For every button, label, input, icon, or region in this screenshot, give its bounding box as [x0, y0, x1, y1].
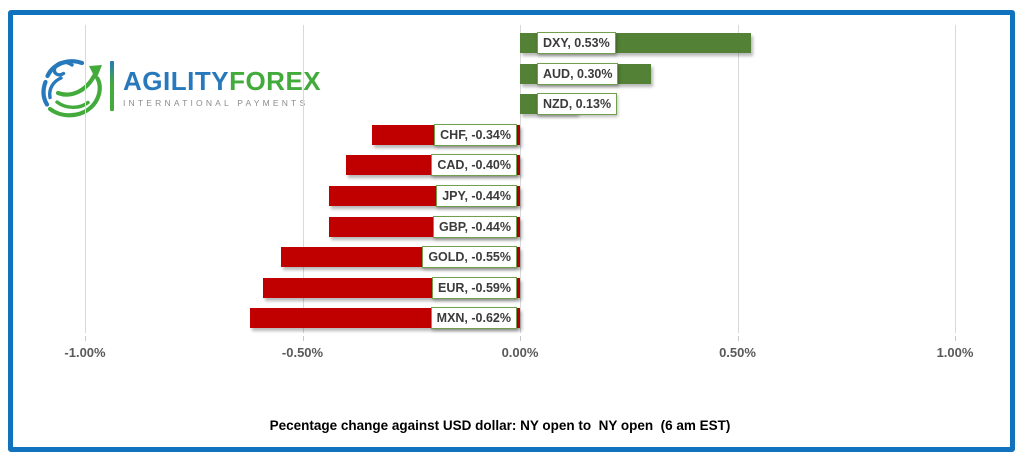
axis-tickmark [520, 336, 521, 341]
axis-tickmark [737, 336, 739, 341]
bar-data-label: NZD, 0.13% [537, 93, 618, 115]
bar-data-label: JPY, -0.44% [436, 185, 517, 207]
bar-data-label: EUR, -0.59% [432, 277, 517, 299]
axis-tickmark [955, 336, 956, 341]
brand-name-primary: AGILITY [123, 66, 230, 96]
bar-data-label: DXY, 0.53% [537, 32, 616, 54]
bar-data-label: GBP, -0.44% [432, 216, 517, 238]
bar-data-label: MXN, -0.62% [430, 307, 517, 329]
brand-logo: AGILITYFOREX INTERNATIONAL PAYMENTS [36, 56, 321, 120]
globe-icon [41, 59, 102, 118]
bar-data-label: AUD, 0.30% [537, 63, 619, 85]
bar-data-label: GOLD, -0.55% [422, 246, 517, 268]
gridline [302, 25, 304, 333]
arrow-head [89, 65, 102, 80]
axis-tick-label: 0.00% [501, 345, 539, 360]
axis-tick-label: 0.50% [719, 345, 756, 360]
gridline [955, 25, 956, 333]
axis-tickmark [302, 336, 304, 341]
axis-tick-label: -1.00% [64, 345, 106, 360]
gridline [737, 25, 739, 333]
bar-data-label: CHF, -0.34% [434, 124, 517, 146]
gridline [520, 25, 521, 333]
brand-name: AGILITYFOREX [123, 68, 321, 94]
axis-tick-label: -0.50% [281, 345, 324, 360]
gridline [85, 25, 86, 333]
brand-name-secondary: FOREX [229, 66, 322, 96]
logo-separator [110, 61, 114, 111]
axis-tickmark [85, 336, 86, 341]
brand-tagline: INTERNATIONAL PAYMENTS [123, 98, 309, 108]
axis-tick-label: 1.00% [936, 345, 974, 360]
bar-data-label: CAD, -0.40% [431, 154, 517, 176]
chart-title: Pecentage change against USD dollar: NY … [269, 418, 731, 433]
